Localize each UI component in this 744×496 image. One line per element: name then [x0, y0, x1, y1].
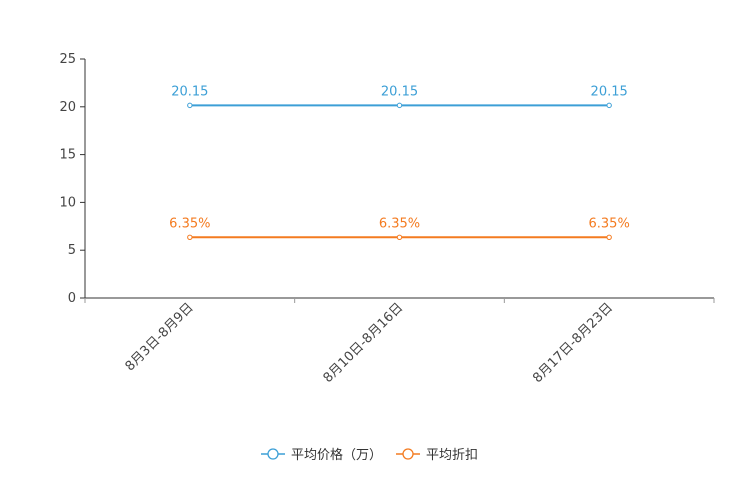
- series-1: 6.35% 6.35% 6.35%: [169, 216, 630, 240]
- data-label: 6.35%: [589, 216, 630, 231]
- y-tick-label: 0: [68, 291, 76, 306]
- data-point[interactable]: [396, 102, 403, 109]
- y-tick-label: 10: [59, 195, 76, 210]
- legend-item-1[interactable]: 平均折扣: [396, 448, 478, 463]
- legend-item-0[interactable]: 平均价格（万）: [261, 447, 382, 463]
- y-tick-label: 15: [59, 148, 76, 163]
- series-0: 20.15 20.15 20.15: [171, 84, 628, 109]
- data-point[interactable]: [606, 102, 612, 109]
- legend-marker-icon: [402, 448, 414, 460]
- y-tick-label: 20: [59, 100, 76, 115]
- data-label: 20.15: [591, 84, 628, 99]
- legend: 平均价格（万） 平均折扣: [261, 447, 478, 463]
- data-point[interactable]: [606, 234, 612, 240]
- data-label: 6.35%: [169, 216, 210, 231]
- data-label: 20.15: [171, 84, 208, 99]
- x-tick-label: 8月10日-8月16日: [321, 300, 407, 386]
- y-ticks: 0 5 10 15 20 25: [59, 52, 85, 306]
- data-label: 6.35%: [379, 216, 420, 231]
- series-layer: 20.15 20.15 20.15 6.35% 6.35% 6.35%: [169, 84, 630, 240]
- x-ticks: 8月3日-8月9日 8月10日-8月16日 8月17日-8月23日: [84, 298, 715, 386]
- axes: [84, 59, 714, 299]
- x-tick-label: 8月17日-8月23日: [530, 300, 616, 386]
- legend-marker-icon: [267, 448, 279, 460]
- legend-label: 平均折扣: [426, 448, 478, 463]
- y-tick-label: 25: [59, 52, 76, 67]
- data-point[interactable]: [187, 234, 193, 240]
- legend-label: 平均价格（万）: [291, 447, 382, 463]
- x-tick-label: 8月3日-8月9日: [123, 300, 197, 374]
- data-point[interactable]: [187, 102, 193, 109]
- y-tick-label: 5: [68, 243, 76, 258]
- data-point[interactable]: [396, 234, 403, 240]
- data-label: 20.15: [381, 84, 418, 99]
